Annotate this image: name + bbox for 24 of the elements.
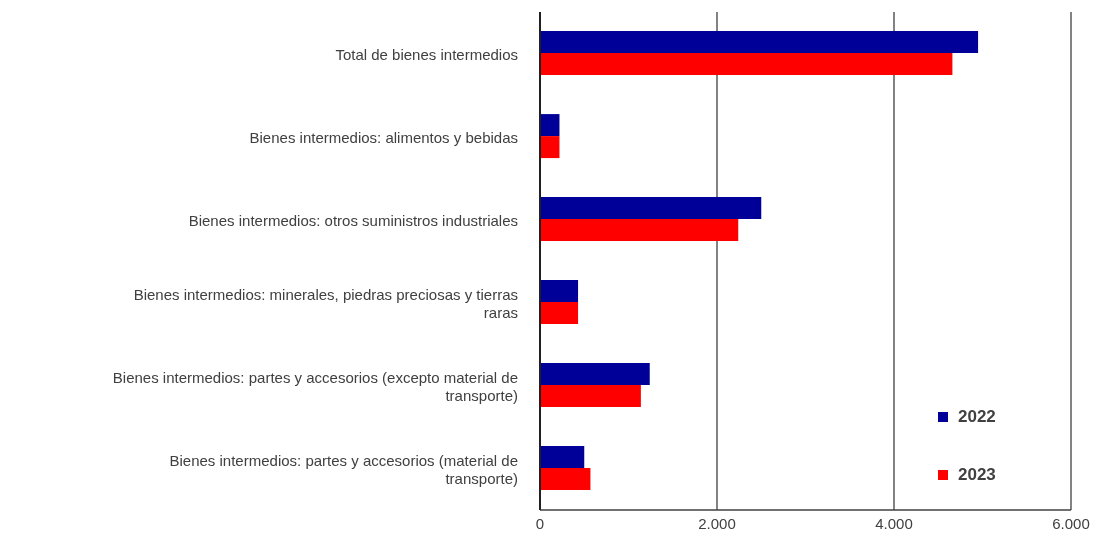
bar: [540, 468, 591, 491]
x-tick-label: 6.000: [1052, 514, 1090, 532]
legend-label: 2022: [958, 407, 996, 427]
bar: [540, 114, 560, 137]
bar: [540, 136, 560, 159]
bar: [540, 363, 650, 386]
bar: [540, 53, 953, 76]
bar: [540, 280, 579, 303]
bar: [540, 219, 739, 242]
bar: [540, 446, 585, 469]
bar: [540, 31, 979, 54]
y-tick-label: Bienes intermedios: otros suministros industriales: [188, 211, 518, 228]
bar: [540, 385, 641, 408]
y-tick-label: Bienes intermedios: minerales, piedras preciosas y tierras raras: [133, 285, 518, 320]
legend-label: 2023: [958, 465, 996, 485]
y-tick-label: Bienes intermedios: alimentos y bebidas: [249, 128, 518, 145]
x-tick-label: 4.000: [875, 514, 913, 532]
bar: [540, 197, 762, 220]
y-tick-label: Total de bienes intermedios: [335, 45, 518, 62]
bar: [540, 302, 579, 325]
x-tick-label: 0: [535, 514, 545, 532]
y-tick-label: Bienes intermedios: partes y accesorios (material de transporte): [169, 451, 518, 486]
y-tick-label: Bienes intermedios: partes y accesorios (excepto material de transporte): [112, 368, 518, 403]
x-tick-label: 2.000: [698, 514, 736, 532]
